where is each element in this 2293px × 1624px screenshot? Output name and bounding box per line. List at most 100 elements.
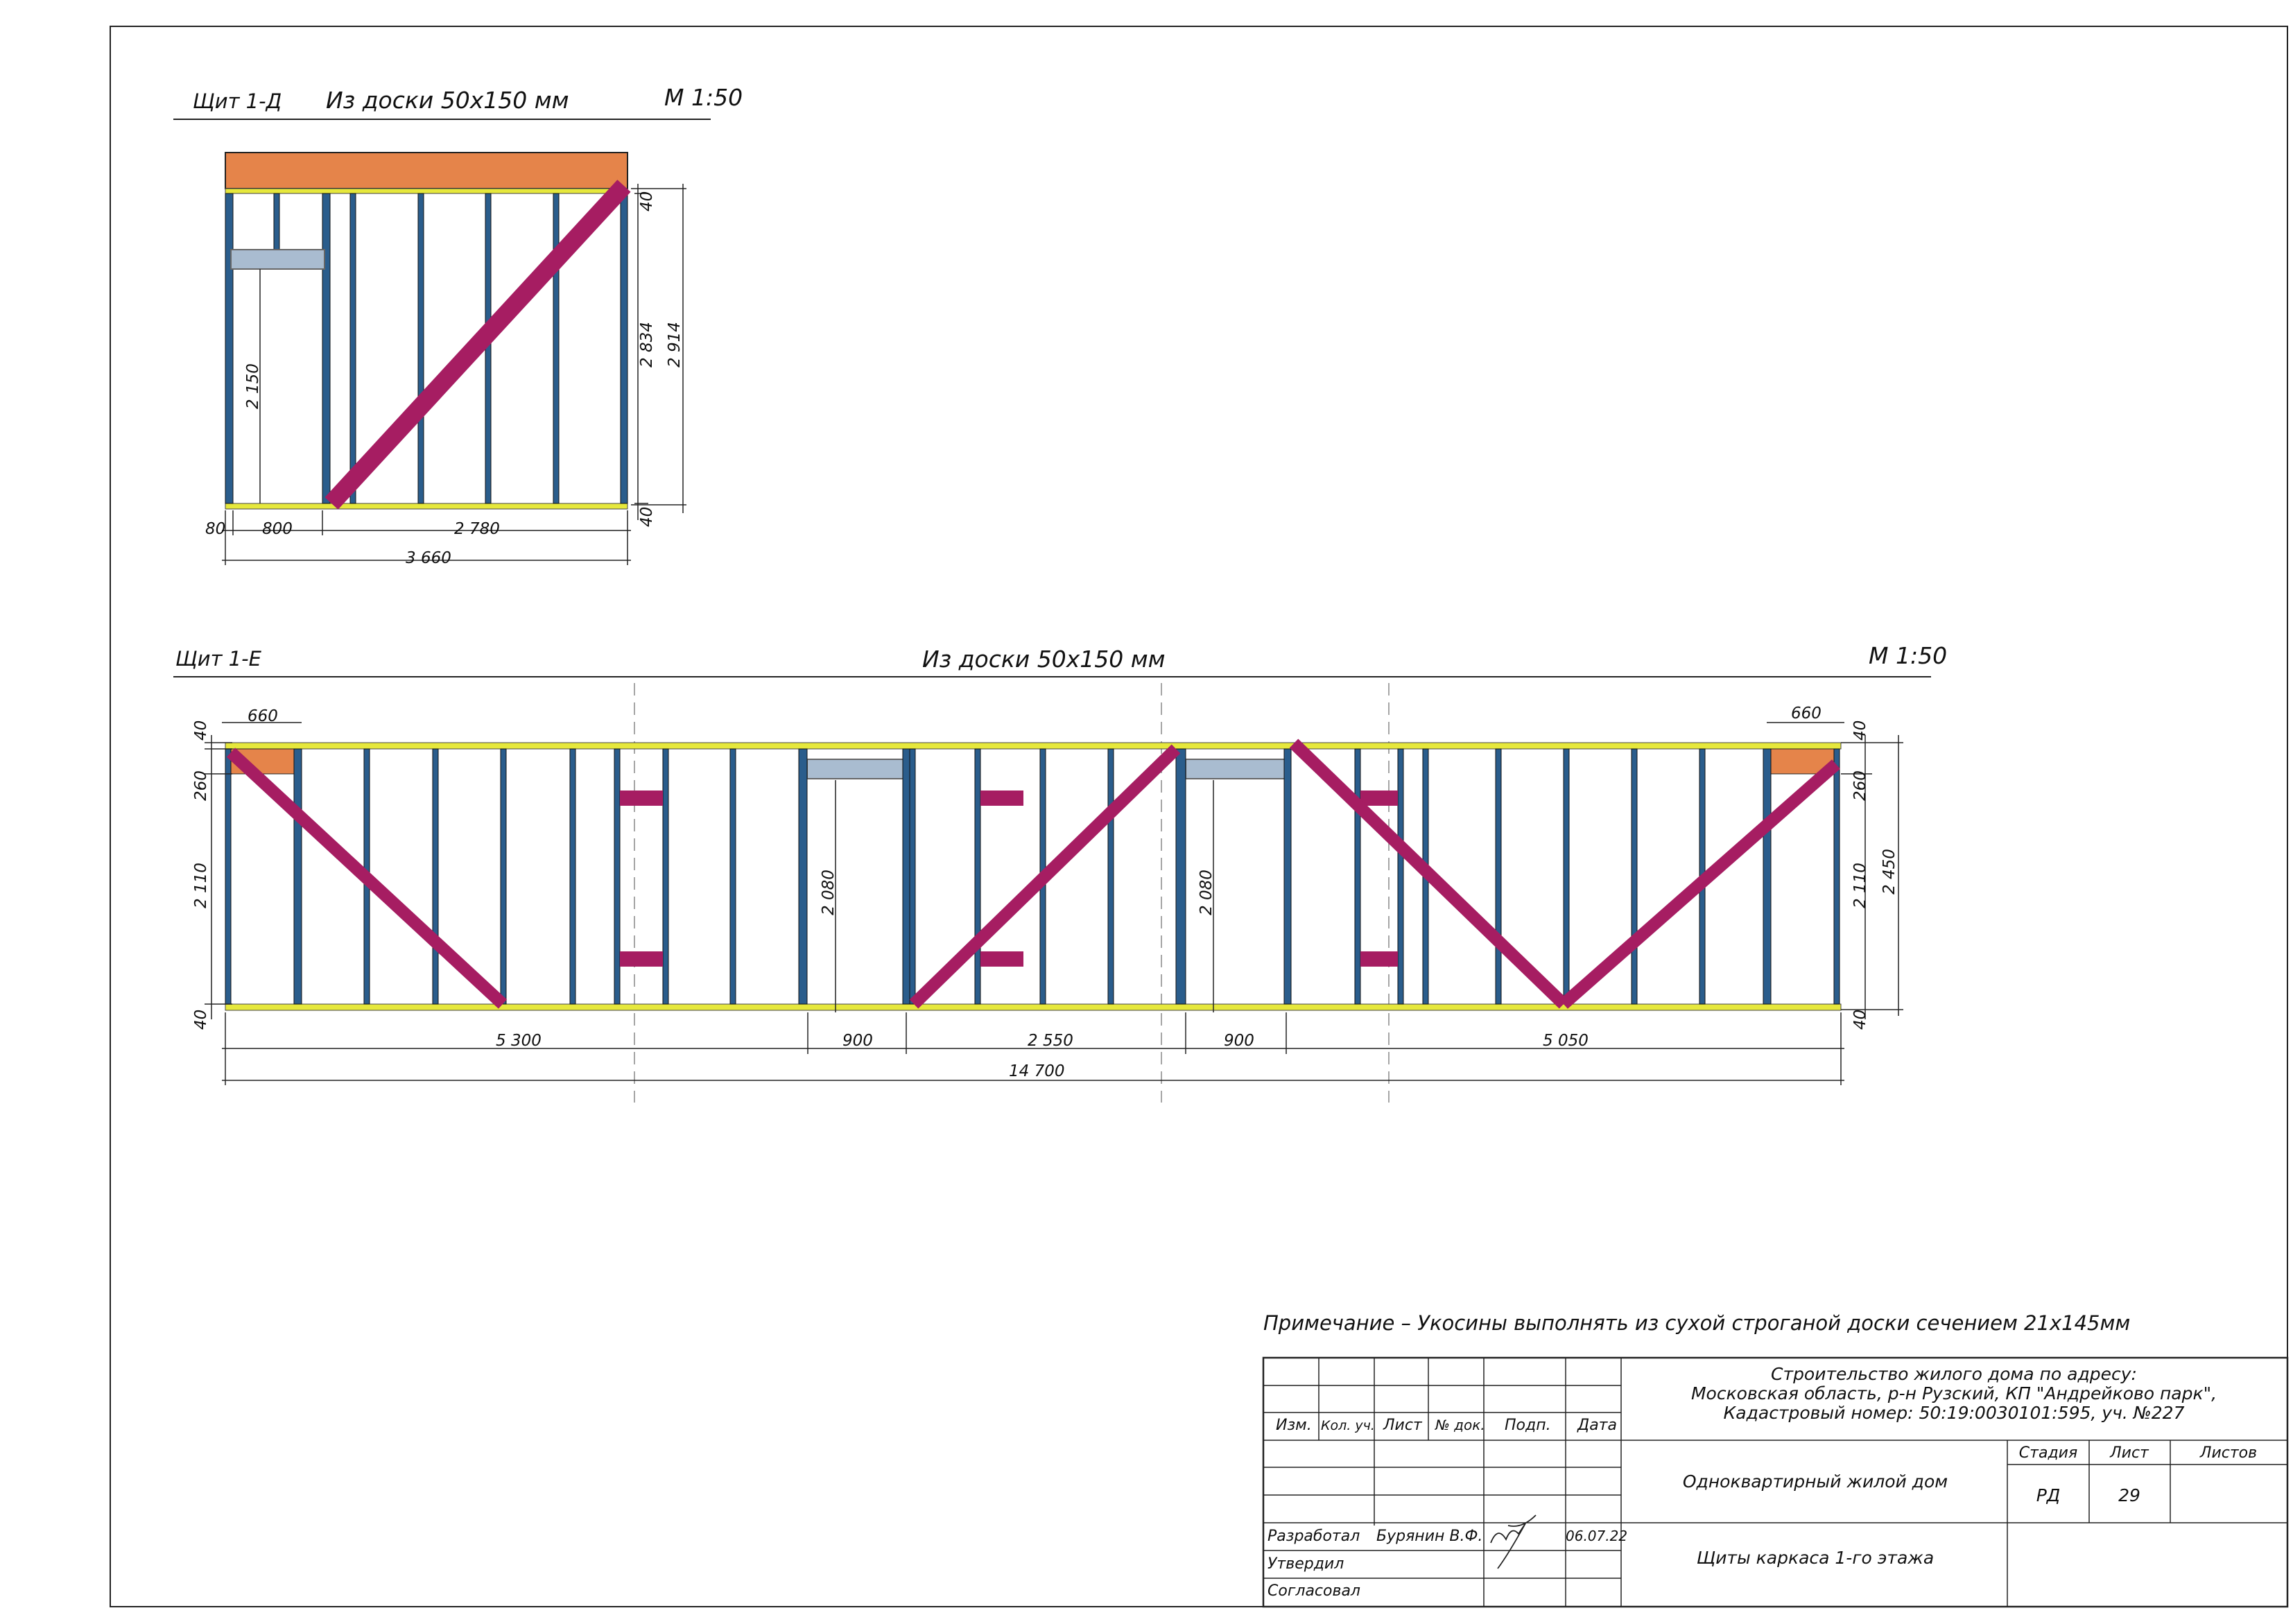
blocking <box>980 951 1023 967</box>
dim-door2-height: 2 080 <box>1197 870 1215 915</box>
dim-left-top-plate: 40 <box>192 720 210 741</box>
dim-plate-bottom: 40 <box>638 507 656 527</box>
panel-e: Щит 1-Е Из доски 50х150 мм М 1:50 <box>173 642 1947 1103</box>
panel-d-top-plate <box>225 188 628 194</box>
dim-total-height: 2 450 <box>1880 849 1898 895</box>
developer-name: Бурянин В.Ф. <box>1376 1528 1482 1545</box>
dim-seg3: 5 050 <box>1543 1032 1589 1050</box>
stud <box>1763 748 1772 1005</box>
panel-e-studs <box>225 748 1840 1005</box>
role-agreed: Согласовал <box>1267 1582 1360 1600</box>
stage-value: РД <box>2036 1485 2061 1505</box>
sheet-label: Лист <box>2109 1444 2149 1462</box>
stud <box>1175 748 1186 1005</box>
panel-d-scale: М 1:50 <box>664 84 743 111</box>
panel-e-lintel-1 <box>806 759 910 779</box>
panel-e-lintel-2 <box>1185 759 1289 779</box>
panel-e-title: Щит 1-Е <box>175 647 262 671</box>
stud <box>1283 748 1292 1005</box>
sheet-value: 29 <box>2118 1485 2140 1505</box>
title-block: Строительство жилого дома по адресу: Мос… <box>1262 1356 2289 1608</box>
stud <box>798 748 808 1005</box>
stud <box>417 193 424 504</box>
dim-left-bottom-plate: 40 <box>192 1010 210 1030</box>
dim-right-bottom-plate: 40 <box>1851 1010 1869 1030</box>
stud <box>1495 748 1502 1005</box>
dim-total-width: 3 660 <box>406 549 451 567</box>
stud <box>1107 748 1114 1005</box>
panel-d-top-block <box>225 152 628 189</box>
dim-right-block-h: 260 <box>1851 770 1869 801</box>
signature-mark <box>1490 1514 1537 1569</box>
dim-opening-height: 2 150 <box>244 363 262 409</box>
role-developer: Разработал <box>1267 1528 1360 1545</box>
stud <box>1833 748 1840 1005</box>
dim-inner-height: 2 834 <box>638 322 656 368</box>
panel-d-brace <box>325 180 631 510</box>
dim-door1-height: 2 080 <box>820 870 838 915</box>
panel-e-braces <box>226 738 1840 1009</box>
brace <box>1289 738 1568 1009</box>
panel-d: Щит 1-Д Из доски 50х150 мм М 1:50 <box>173 84 743 567</box>
dim-right-height: 2 110 <box>1851 863 1869 908</box>
stud <box>293 748 302 1005</box>
panel-e-blocking <box>620 791 1398 967</box>
dim-left-height: 2 110 <box>192 863 210 908</box>
blocking <box>1360 791 1398 806</box>
panel-e-scale: М 1:50 <box>1869 642 1947 669</box>
col-list: Лист <box>1383 1417 1423 1434</box>
panel-e-module-lines <box>634 683 1390 1103</box>
panel-e-dim-lines <box>205 722 1903 1085</box>
blocking <box>620 791 663 806</box>
stud <box>620 193 628 504</box>
panel-e-top-plate <box>225 742 1842 750</box>
stud <box>225 193 234 504</box>
col-date: Дата <box>1577 1417 1617 1434</box>
panel-d-dim-lines <box>222 184 686 565</box>
sheets-label: Листов <box>2199 1444 2257 1462</box>
stud <box>974 748 981 1005</box>
title-block-frame <box>1262 1356 2289 1608</box>
dim-right-top-plate: 40 <box>1851 720 1869 741</box>
stud <box>902 748 910 1005</box>
panel-d-material: Из доски 50х150 мм <box>326 87 569 114</box>
stud <box>1354 748 1361 1005</box>
dim-plate-top: 40 <box>638 191 656 211</box>
blocking <box>1360 951 1398 967</box>
stud <box>1631 748 1638 1005</box>
col-doc-num: № док. <box>1435 1417 1485 1433</box>
brace <box>1559 759 1840 1009</box>
dim-total-height: 2 914 <box>666 322 684 368</box>
stud <box>569 748 576 1005</box>
dim-rest-width: 2 780 <box>454 520 500 538</box>
dim-seg2: 2 550 <box>1028 1032 1073 1050</box>
stud <box>1563 748 1570 1005</box>
blocking <box>620 951 663 967</box>
dim-left-block: 660 <box>248 707 278 725</box>
stud <box>909 748 916 1005</box>
brace <box>909 744 1181 1009</box>
stage-label: Стадия <box>2019 1444 2077 1462</box>
dim-door1: 900 <box>842 1032 873 1050</box>
stud <box>662 748 669 1005</box>
project-line-3: Кадастровый номер: 50:19:0030101:595, уч… <box>1724 1403 2185 1423</box>
blocking <box>980 791 1023 806</box>
role-approved: Утвердил <box>1267 1555 1344 1573</box>
developer-date: 06.07.22 <box>1566 1528 1627 1544</box>
stud <box>322 193 331 504</box>
stud <box>500 748 507 1005</box>
dim-right-block: 660 <box>1791 705 1822 723</box>
panel-d-bottom-plate <box>225 503 628 510</box>
dim-left-block-h: 260 <box>192 770 210 801</box>
stud <box>1397 748 1404 1005</box>
panel-e-material: Из доски 50х150 мм <box>922 646 1166 673</box>
dim-seg1: 5 300 <box>496 1032 542 1050</box>
dim-total: 14 700 <box>1009 1062 1064 1080</box>
building-name: Одноквартирный жилой дом <box>1683 1471 1948 1492</box>
dim-door2: 900 <box>1224 1032 1254 1050</box>
note-text: Примечание – Укосины выполнять из сухой … <box>1263 1311 2130 1335</box>
sheet-frame <box>110 26 2288 1607</box>
col-sign: Подп. <box>1505 1417 1551 1434</box>
stud <box>225 748 232 1005</box>
